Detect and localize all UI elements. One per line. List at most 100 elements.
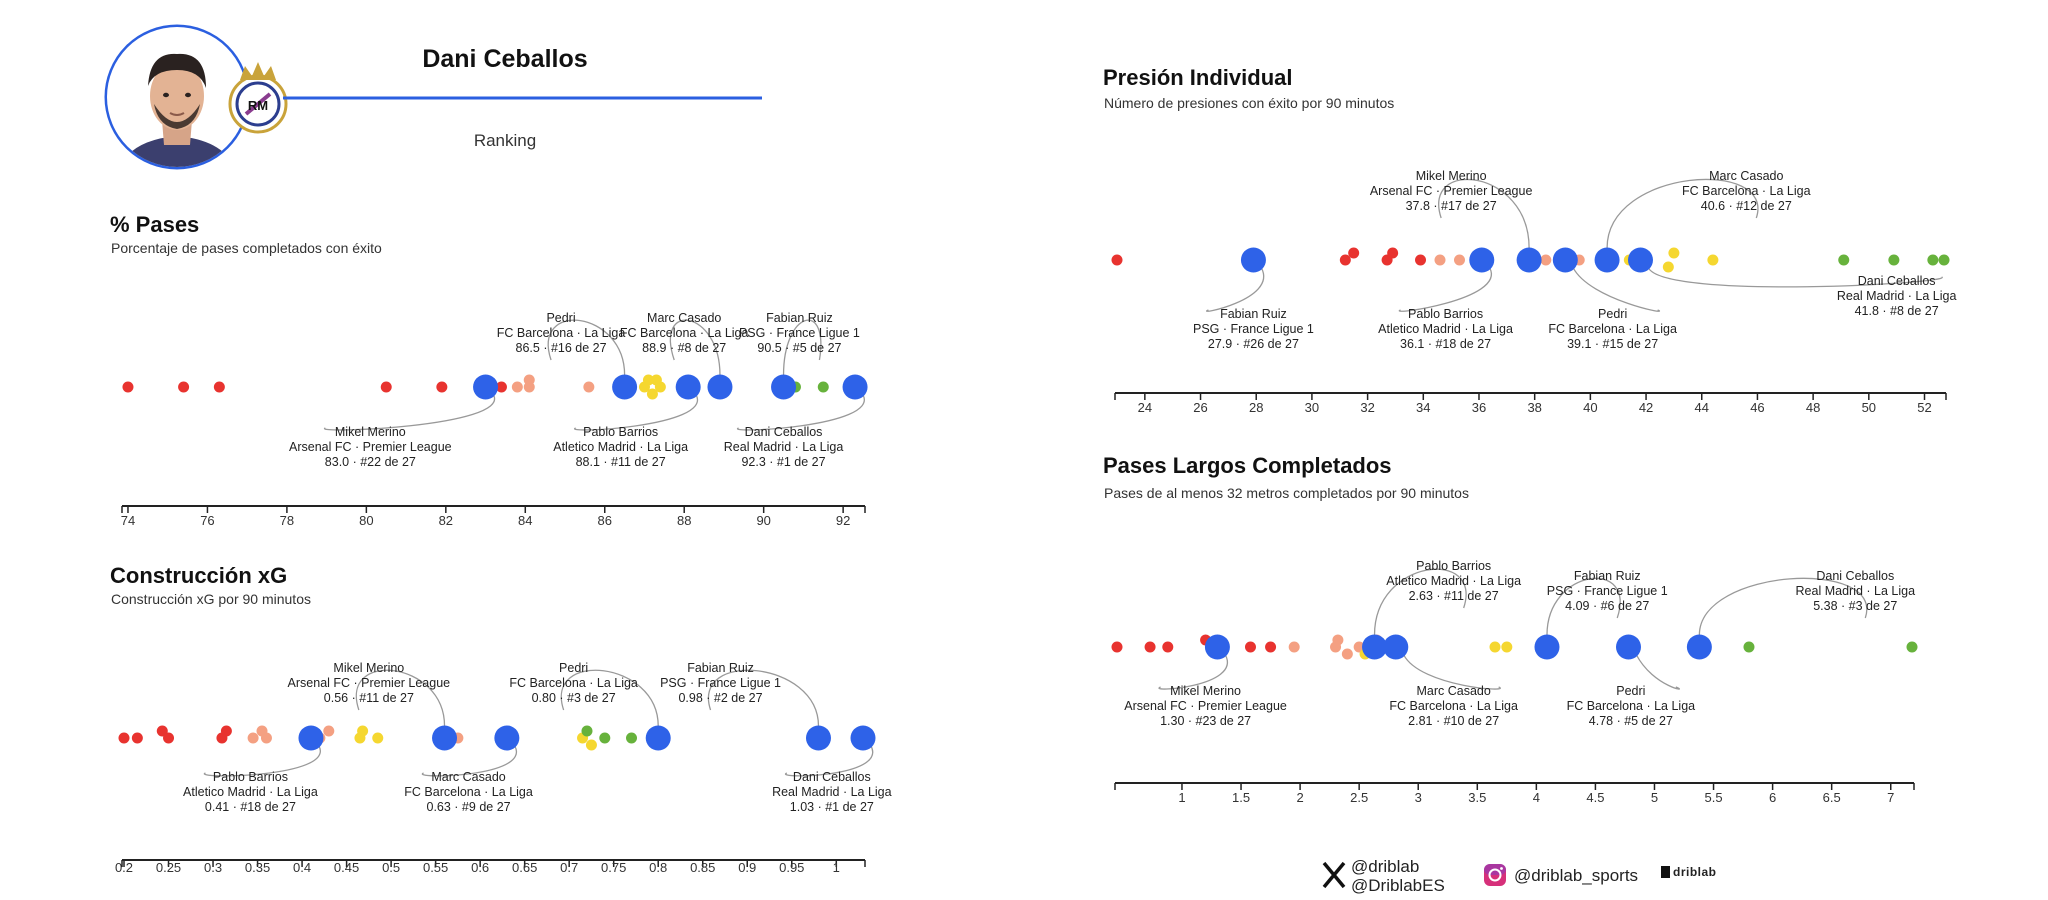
highlight-label-name: Dani Ceballos (793, 770, 871, 784)
highlight-label-stat: 86.5 · #16 de 27 (516, 341, 607, 355)
highlight-dot-pedri[interactable] (1552, 247, 1578, 273)
highlight-label-stat: 4.78 · #5 de 27 (1589, 714, 1673, 728)
highlight-label-stat: 83.0 · #22 de 27 (325, 455, 416, 469)
player-dot (1668, 247, 1680, 259)
x-tick-label: 0.3 (204, 860, 222, 875)
highlight-label-name: Fabian Ruiz (1220, 307, 1287, 321)
x-tick-label: 4.5 (1586, 790, 1604, 805)
highlight-label-stat: 0.63 · #9 de 27 (427, 800, 511, 814)
highlight-label-team: FC Barcelona · La Liga (1389, 699, 1518, 713)
x-tick-label: 90 (756, 513, 770, 528)
player-dot (1662, 261, 1674, 273)
highlight-dot-dani-ceballos[interactable] (1686, 634, 1712, 660)
highlight-label-stat: 40.6 · #12 de 27 (1701, 199, 1792, 213)
highlight-label-team: Atletico Madrid · La Liga (183, 785, 318, 799)
instagram-icon (1484, 864, 1506, 886)
player-dot (581, 725, 593, 737)
player-dot (323, 725, 335, 737)
highlight-dot-fabian-ruiz[interactable] (805, 725, 831, 751)
header: RM Dani Ceballos Ranking (104, 24, 762, 170)
player-dot (131, 732, 143, 744)
highlight-label-name: Pedri (559, 661, 588, 675)
highlight-label-name: Fabian Ruiz (766, 311, 833, 325)
x-handle-primary[interactable]: @driblab (1351, 857, 1420, 876)
highlight-dot-mikel-merino[interactable] (473, 374, 499, 400)
player-dot (1111, 641, 1123, 653)
highlight-dot-pablo-barrios[interactable] (1469, 247, 1495, 273)
player-dot (1434, 254, 1446, 266)
highlight-dot-mikel-merino[interactable] (1516, 247, 1542, 273)
player-dot (1144, 641, 1156, 653)
label-connector (707, 669, 820, 727)
brand-name: driblab (1673, 865, 1717, 879)
highlight-dot-dani-ceballos[interactable] (1627, 247, 1653, 273)
highlight-dot-marc-casado[interactable] (494, 725, 520, 751)
highlight-dot-mikel-merino[interactable] (1204, 634, 1230, 660)
instagram-handle[interactable]: @driblab_sports (1514, 866, 1639, 885)
x-tick-label: 2.5 (1350, 790, 1368, 805)
highlight-label-stat: 41.8 · #8 de 27 (1855, 304, 1939, 318)
highlight-dot-pedri[interactable] (645, 725, 671, 751)
player-dot (646, 388, 658, 400)
chart-title: Pases Largos Completados (1103, 453, 1392, 478)
x-tick-label: 40 (1583, 400, 1597, 415)
chart-pases: % Pases Porcentaje de pases completados c… (110, 212, 868, 528)
x-handle-secondary[interactable]: @DriblabES (1351, 876, 1445, 895)
highlight-dot-marc-casado[interactable] (1594, 247, 1620, 273)
highlight-label-team: Atletico Madrid · La Liga (553, 440, 688, 454)
highlight-dot-mikel-merino[interactable] (432, 725, 458, 751)
label-connector (669, 319, 721, 376)
player-name: Dani Ceballos (422, 45, 587, 73)
highlight-dot-fabian-ruiz[interactable] (1534, 634, 1560, 660)
player-dot (178, 381, 190, 393)
highlight-label-stat: 1.03 · #1 de 27 (790, 800, 874, 814)
label-connector (203, 745, 321, 777)
highlight-dot-pedri[interactable] (1615, 634, 1641, 660)
label-connector (324, 394, 495, 431)
highlight-dot-fabian-ruiz[interactable] (771, 374, 797, 400)
highlight-dot-marc-casado[interactable] (707, 374, 733, 400)
player-dot (1244, 641, 1256, 653)
highlight-dot-dani-ceballos[interactable] (850, 725, 876, 751)
chart-pases-largos: Pases Largos Completados Pases de al meno… (1103, 453, 1918, 805)
highlight-dot-fabian-ruiz[interactable] (1240, 247, 1266, 273)
label-connector (421, 745, 518, 777)
highlight-label-name: Mikel Merino (1170, 684, 1241, 698)
highlight-label-team: Arsenal FC · Premier League (1124, 699, 1287, 713)
highlight-label-stat: 92.3 · #1 de 27 (741, 455, 825, 469)
highlight-label-stat: 4.09 · #6 de 27 (1565, 599, 1649, 613)
player-dot (1341, 648, 1353, 660)
chart-construccion-xg: Construcción xG Construcción xG por 90 mi… (110, 563, 892, 875)
x-tick-label: 5.5 (1705, 790, 1723, 805)
label-connector (1546, 577, 1621, 636)
player-dot (1489, 641, 1501, 653)
highlight-label-name: Pablo Barrios (213, 770, 288, 784)
x-tick-label: 44 (1695, 400, 1709, 415)
highlight-dot-marc-casado[interactable] (1383, 634, 1409, 660)
label-connector (1398, 267, 1493, 312)
player-dot (260, 732, 272, 744)
highlight-label-team: Arsenal FC · Premier League (289, 440, 452, 454)
highlight-label-name: Mikel Merino (335, 425, 406, 439)
highlight-label-stat: 90.5 · #5 de 27 (757, 341, 841, 355)
real-madrid-crest-icon: RM (228, 62, 288, 134)
x-tick-label: 26 (1193, 400, 1207, 415)
highlight-dot-pablo-barrios[interactable] (1362, 634, 1388, 660)
highlight-dot-dani-ceballos[interactable] (842, 374, 868, 400)
highlight-label-team: Real Madrid · La Liga (772, 785, 892, 799)
highlight-label-team: Real Madrid · La Liga (724, 440, 844, 454)
label-connector (1373, 568, 1467, 636)
highlight-label-stat: 0.98 · #2 de 27 (678, 691, 762, 705)
x-tick-label: 5 (1651, 790, 1658, 805)
label-connector (1158, 654, 1229, 690)
highlight-dot-pablo-barrios[interactable] (298, 725, 324, 751)
highlight-dot-pablo-barrios[interactable] (675, 374, 701, 400)
x-handles: @driblab @DriblabES (1351, 857, 1445, 895)
highlight-label-team: Atletico Madrid · La Liga (1378, 322, 1513, 336)
x-tick-label: 84 (518, 513, 532, 528)
highlight-label-team: FC Barcelona · La Liga (404, 785, 533, 799)
highlight-dot-pedri[interactable] (612, 374, 638, 400)
svg-text:RM: RM (248, 98, 268, 113)
highlight-label-team: PSG · France Ligue 1 (1193, 322, 1314, 336)
x-tick-label: 4 (1533, 790, 1540, 805)
